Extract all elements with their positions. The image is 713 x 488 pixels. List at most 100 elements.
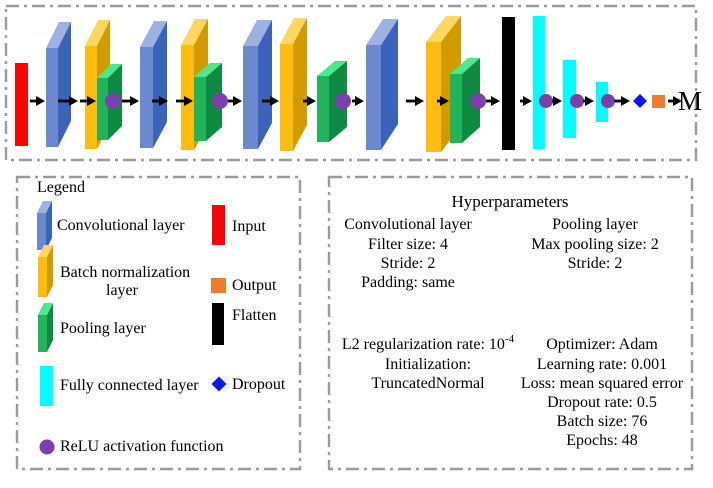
input-layer-bar	[15, 63, 28, 146]
relu-activation-2	[212, 93, 228, 109]
legend-pooling-slab-icon-top-face	[38, 303, 53, 315]
legend-batch-normalization-slab-icon-front-face	[38, 257, 47, 297]
legend-label-output: Output	[232, 277, 277, 294]
fully-connected-layer-2	[563, 60, 576, 138]
legend-output-square-icon	[211, 278, 226, 293]
batch-normalization-layer-1-front-face	[85, 46, 97, 149]
flow-arrow-b4-2-head	[491, 96, 500, 106]
batch-normalization-layer-4-front-face	[426, 42, 441, 152]
legend-label-convolutional: Convolutional layer	[57, 217, 185, 234]
flow-arrow-tail-2-head	[585, 96, 594, 106]
hyper-pool-heading: Pooling layer	[552, 216, 638, 233]
hyper-l2-exponent: -4	[505, 333, 515, 345]
fully-connected-layer-1	[533, 16, 545, 149]
flow-arrow-b4-1-head	[440, 96, 449, 106]
legend-pooling-slab-icon-side-face	[47, 303, 53, 352]
pooling-layer-2-front-face	[194, 77, 206, 141]
flow-arrow-b1-3-head	[130, 96, 139, 106]
hyper-pool-stride: Stride: 2	[568, 255, 623, 272]
convolutional-layer-1-side-face	[58, 22, 71, 147]
convolutional-layer-1-top-face	[46, 22, 71, 48]
pooling-layer-3-top-face	[317, 61, 347, 76]
hyper-dropout-rate: Dropout rate: 0.5	[547, 394, 657, 411]
pooling-layer-4-front-face	[450, 74, 462, 143]
hyperparameters-panel: Hyperparameters Convolutional layer Filt…	[342, 192, 684, 449]
hyper-optimizer: Optimizer: Adam	[546, 336, 658, 353]
legend-convolutional-slab-icon-front-face	[37, 213, 46, 250]
flow-arrow-tail-4-head	[673, 96, 682, 106]
hyper-initialization-value: TruncatedNormal	[371, 375, 485, 392]
flow-arrow-b3-0-head	[270, 96, 279, 106]
legend-dropout-diamond-icon	[211, 376, 227, 392]
flow-arrow-b1-1-head	[69, 96, 78, 106]
pooling-layer-1-front-face	[97, 78, 108, 140]
flow-arrow-b1-2-head	[87, 96, 96, 106]
pooling-layer-2-top-face	[194, 63, 222, 77]
flatten-layer-bar	[502, 17, 515, 150]
flow-arrow-b3-2-head	[355, 96, 364, 106]
legend-relu-circle-icon	[39, 439, 55, 455]
convolutional-layer-2-front-face	[140, 47, 153, 148]
batch-normalization-layer-4-top-face	[426, 16, 461, 42]
legend-input-bar-icon	[212, 205, 225, 245]
legend-label-flatten: Flatten	[232, 307, 276, 324]
convolutional-layer-2-side-face	[153, 21, 167, 148]
convolutional-layer-4-side-face	[381, 19, 398, 150]
legend-label-relu: ReLU activation function	[60, 438, 224, 455]
flow-arrow-b2-0-head	[159, 96, 168, 106]
relu-activation-3	[335, 93, 351, 109]
convolutional-layer-3-front-face	[243, 46, 258, 149]
hyperparameters-title: Hyperparameters	[451, 192, 568, 211]
flow-arrow-b3-1-head	[307, 96, 316, 106]
relu-activation-fc-1	[539, 94, 553, 108]
hyper-batch-size: Batch size: 76	[557, 413, 648, 430]
hyper-epochs: Epochs: 48	[566, 432, 638, 449]
hyper-l2-regularization: L2 regularization rate: 10-4	[342, 333, 515, 353]
hyper-pool-size: Max pooling size: 2	[531, 236, 659, 253]
convolutional-layer-2-top-face	[140, 21, 167, 47]
legend-batch-normalization-slab-icon-top-face	[38, 245, 53, 257]
flow-arrow-b1-0-head	[36, 96, 45, 106]
legend-label-batch-normalization-line2: layer	[106, 282, 139, 299]
batch-normalization-layer-2-top-face	[181, 19, 208, 45]
relu-activation-1	[105, 93, 121, 109]
batch-normalization-layer-2-front-face	[181, 45, 194, 150]
legend-fully-connected-bar-icon	[40, 366, 53, 406]
legend-convolutional-slab-icon-side-face	[46, 201, 52, 250]
pooling-layer-1-top-face	[97, 64, 122, 78]
hyper-initialization-label: Initialization:	[385, 356, 471, 373]
dropout-diamond	[633, 94, 647, 108]
diagram-panel-border	[4, 4, 698, 162]
legend-pooling-slab-icon-front-face	[38, 315, 47, 352]
network-diagram	[15, 16, 682, 152]
network-output-m-label: M	[678, 86, 702, 116]
output-layer-square	[652, 95, 665, 108]
batch-normalization-layer-3-top-face	[280, 18, 307, 44]
flow-arrow-tail-1-head	[553, 96, 562, 106]
convolutional-layer-3-top-face	[243, 20, 272, 46]
legend-label-dropout: Dropout	[232, 376, 286, 393]
hyper-learning-rate: Learning rate: 0.001	[537, 356, 667, 373]
batch-normalization-layer-1-top-face	[85, 20, 110, 46]
convolutional-layer-1-front-face	[46, 48, 58, 147]
hyper-conv-stride: Stride: 2	[381, 255, 436, 272]
hyper-l2-base: L2 regularization rate: 10	[342, 336, 505, 353]
legend-label-pooling: Pooling layer	[60, 320, 146, 337]
legend-flatten-bar-icon	[212, 303, 224, 345]
flow-arrow-b4-0-head	[415, 96, 424, 106]
batch-normalization-layer-3-side-face	[293, 18, 307, 151]
pooling-layer-3-front-face	[317, 76, 329, 142]
relu-activation-fc-3	[601, 94, 615, 108]
convolutional-layer-4-front-face	[366, 45, 381, 150]
legend-label-fully-connected: Fully connected layer	[60, 377, 199, 394]
hyper-conv-heading: Convolutional layer	[344, 216, 472, 233]
hyper-conv-filter-size: Filter size: 4	[368, 236, 448, 253]
legend-label-input: Input	[232, 218, 266, 235]
relu-activation-fc-2	[570, 94, 584, 108]
legend-title: Legend	[37, 179, 85, 196]
batch-normalization-layer-3-front-face	[280, 44, 293, 151]
legend-panel-border	[15, 175, 302, 471]
convolutional-layer-4-top-face	[366, 19, 398, 45]
convolutional-layer-3-side-face	[258, 20, 272, 149]
